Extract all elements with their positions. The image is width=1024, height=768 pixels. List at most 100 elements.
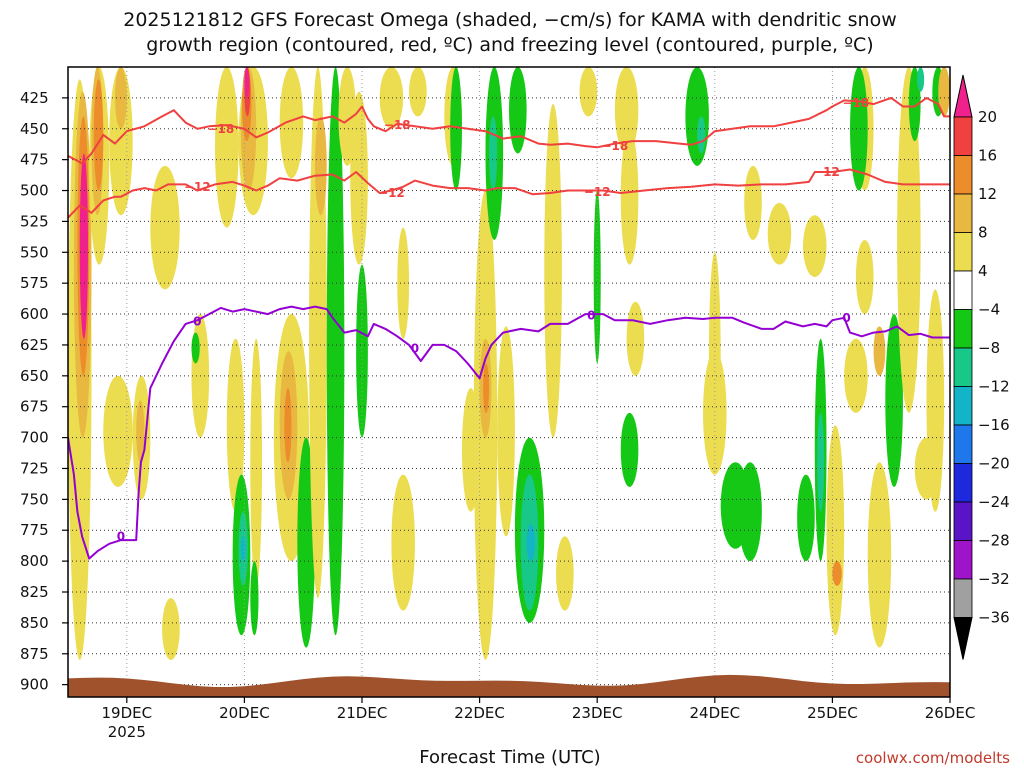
contour-label-3: −18 bbox=[843, 96, 870, 110]
omega-patch-91 bbox=[938, 67, 950, 117]
colorbar-swatch-12 bbox=[953, 540, 973, 580]
omega-patch-72 bbox=[797, 474, 815, 562]
contour-label-7: −12 bbox=[813, 165, 840, 179]
omega-patch-71 bbox=[767, 202, 792, 265]
y-tick-label-900: 900 bbox=[20, 676, 49, 694]
omega-patch-85 bbox=[897, 67, 921, 413]
colorbar-label-6: −8 bbox=[978, 339, 1000, 357]
omega-patch-32 bbox=[297, 437, 315, 648]
y-tick-label-575: 575 bbox=[20, 274, 49, 292]
omega-patch-39 bbox=[379, 67, 404, 129]
omega-patch-55 bbox=[526, 524, 535, 562]
y-axis-pressure: 425 450 475 500 525 550 575 600 625 650 675 700 725 7… bbox=[20, 89, 68, 694]
omega-patch-78 bbox=[844, 338, 868, 413]
x-tick-label-26DEC: 26DEC bbox=[925, 704, 976, 722]
omega-patch-76 bbox=[826, 425, 845, 636]
omega-patch-69 bbox=[738, 462, 762, 562]
omega-patch-59 bbox=[593, 190, 601, 364]
contour-label-1: −18 bbox=[384, 118, 411, 132]
contour-label-5: −12 bbox=[378, 186, 405, 200]
y-tick-label-725: 725 bbox=[20, 459, 49, 477]
omega-patch-17 bbox=[226, 338, 245, 512]
contour-label-4: −12 bbox=[184, 180, 211, 194]
colorbar-label-4: 4 bbox=[978, 262, 988, 280]
colorbar-label-3: 8 bbox=[978, 224, 988, 242]
y-tick-label-800: 800 bbox=[20, 552, 49, 570]
y-tick-label-425: 425 bbox=[20, 89, 49, 107]
contour-label-12: 0 bbox=[842, 311, 850, 325]
contour-label-8: 0 bbox=[117, 529, 125, 543]
colorbar-swatch-5 bbox=[953, 270, 973, 310]
colorbar-label-9: −20 bbox=[978, 455, 1010, 473]
omega-patch-13 bbox=[162, 598, 180, 660]
y-tick-label-450: 450 bbox=[20, 120, 49, 138]
omega-patch-7 bbox=[109, 67, 133, 216]
y-tick-label-700: 700 bbox=[20, 429, 49, 447]
x-tick-label-19DEC: 19DEC bbox=[102, 704, 153, 722]
colorbar-label-2: 12 bbox=[978, 185, 997, 203]
surface-terrain-layer bbox=[68, 674, 950, 697]
omega-patch-16 bbox=[215, 67, 239, 228]
colorbar-label-11: −28 bbox=[978, 532, 1010, 550]
colorbar-swatch-6 bbox=[953, 309, 973, 349]
contour-freezing-level bbox=[68, 305, 950, 560]
x-tick-label-24DEC: 24DEC bbox=[690, 704, 741, 722]
y-tick-label-875: 875 bbox=[20, 645, 49, 663]
omega-patch-64 bbox=[685, 67, 709, 166]
x-axis-label: Forecast Time (UTC) bbox=[419, 747, 600, 768]
omega-patch-52 bbox=[509, 67, 527, 154]
omega-patch-75 bbox=[817, 412, 825, 512]
colorbar-top-arrow bbox=[953, 74, 973, 118]
colorbar-label-7: −12 bbox=[978, 378, 1010, 396]
y-tick-label-850: 850 bbox=[20, 614, 49, 632]
y-tick-label-650: 650 bbox=[20, 367, 49, 385]
y-tick-label-475: 475 bbox=[20, 151, 49, 169]
credit-link[interactable]: coolwx.com/modelts bbox=[856, 749, 1010, 767]
omega-patch-88 bbox=[926, 289, 945, 512]
omega-patch-61 bbox=[620, 128, 639, 265]
omega-patch-48 bbox=[483, 363, 490, 413]
colorbar-swatch-9 bbox=[953, 424, 973, 464]
omega-patch-65 bbox=[697, 116, 706, 154]
contour-layer bbox=[68, 96, 950, 560]
x-tick-label-21DEC: 21DEC bbox=[337, 704, 388, 722]
colorbar-swatch-3 bbox=[953, 193, 973, 233]
omega-patch-3 bbox=[79, 153, 88, 339]
y-tick-label-600: 600 bbox=[20, 305, 49, 323]
colorbar-swatch-4 bbox=[953, 232, 973, 272]
x-tick-label-20DEC: 20DEC bbox=[219, 704, 270, 722]
y-tick-label-775: 775 bbox=[20, 521, 49, 539]
omega-patch-51 bbox=[497, 326, 515, 537]
plot-frame bbox=[67, 66, 951, 698]
y-tick-label-500: 500 bbox=[20, 182, 49, 200]
y-tick-label-550: 550 bbox=[20, 243, 49, 261]
omega-patch-25 bbox=[240, 536, 246, 562]
colorbar-bottom-arrow bbox=[953, 617, 973, 660]
omega-patch-26 bbox=[250, 338, 263, 586]
omega-patch-84 bbox=[885, 314, 903, 487]
omega-patch-60 bbox=[614, 67, 639, 154]
y-tick-label-525: 525 bbox=[20, 212, 49, 230]
omega-shading-layer bbox=[68, 67, 950, 660]
y-tick-label-675: 675 bbox=[20, 398, 49, 416]
colorbar-label-8: −16 bbox=[978, 416, 1010, 434]
omega-patch-34 bbox=[314, 116, 327, 216]
omega-patch-9 bbox=[103, 375, 133, 487]
contour-label-9: 0 bbox=[193, 314, 201, 328]
chart-title-line-1: 2025121812 GFS Forecast Omega (shaded, −… bbox=[123, 9, 897, 31]
omega-patch-15 bbox=[191, 332, 200, 364]
contour-dgz-minus18 bbox=[68, 96, 950, 165]
omega-patch-70 bbox=[744, 165, 762, 240]
colorbar-label-5: −4 bbox=[978, 301, 1000, 319]
omega-patch-11 bbox=[136, 400, 145, 463]
colorbar-label-1: 16 bbox=[978, 147, 997, 165]
omega-patch-31 bbox=[279, 67, 304, 179]
colorbar-swatch-11 bbox=[953, 501, 973, 541]
colorbar-label-13: −36 bbox=[978, 609, 1010, 627]
omega-patch-89 bbox=[917, 67, 925, 92]
colorbar-swatch-13 bbox=[953, 578, 973, 618]
x-tick-label-22DEC: 22DEC bbox=[454, 704, 505, 722]
colorbar-swatch-8 bbox=[953, 386, 973, 426]
